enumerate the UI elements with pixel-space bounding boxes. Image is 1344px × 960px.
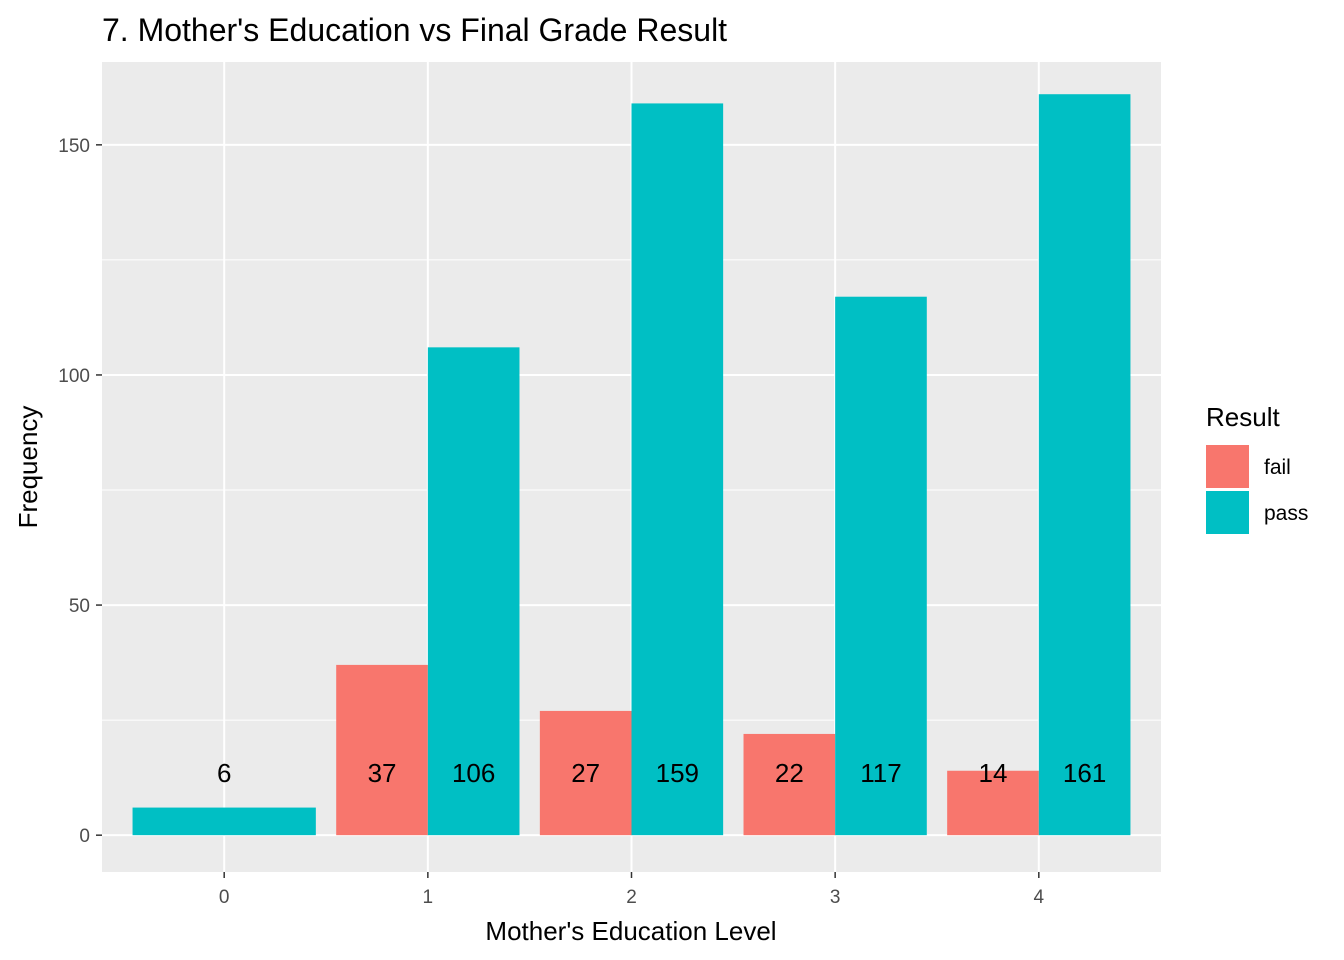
bar-label-pass-3: 117	[860, 758, 901, 788]
y-tick-label: 50	[69, 596, 90, 617]
x-tick-label: 0	[219, 887, 230, 908]
x-axis: 0 1 2 3 4	[219, 872, 1045, 908]
legend-swatch-fail	[1206, 445, 1249, 488]
legend-label-pass: pass	[1264, 502, 1308, 525]
bar-pass-2	[631, 103, 724, 836]
y-axis-title: Frequency	[13, 406, 43, 529]
bar-label-pass-0: 6	[217, 758, 231, 788]
bar-pass-3	[835, 296, 927, 836]
y-tick-label: 150	[58, 136, 90, 157]
bar-pass-1	[427, 347, 520, 836]
x-tick-label: 3	[830, 887, 841, 908]
x-tick-label: 1	[423, 887, 434, 908]
bar-label-fail-1: 37	[368, 758, 397, 788]
x-axis-title: Mother's Education Level	[485, 916, 776, 946]
y-axis: 0 50 100 150	[58, 136, 102, 847]
bar-label-pass-1: 106	[452, 758, 495, 788]
y-tick-label: 100	[58, 366, 90, 387]
legend-swatch-pass	[1206, 491, 1249, 534]
bar-label-pass-4: 161	[1063, 758, 1106, 788]
bar-labels: 6 37 106 27 159 22 117 14 161	[217, 758, 1106, 788]
bar-pass-0	[132, 807, 316, 836]
legend: Result fail pass	[1206, 402, 1308, 534]
bar-fail-2	[539, 710, 632, 836]
x-tick-label: 4	[1034, 887, 1045, 908]
legend-title: Result	[1206, 402, 1280, 432]
y-tick-label: 0	[79, 826, 90, 847]
bar-label-fail-3: 22	[775, 758, 804, 788]
chart-title: 7. Mother's Education vs Final Grade Res…	[102, 12, 727, 48]
bar-label-fail-4: 14	[979, 758, 1008, 788]
bars	[132, 94, 1131, 836]
bar-label-fail-2: 27	[571, 758, 600, 788]
bar-fail-3	[743, 733, 836, 836]
bar-fail-1	[336, 664, 428, 836]
bar-pass-4	[1038, 94, 1131, 836]
x-tick-label: 2	[626, 887, 637, 908]
bar-label-pass-2: 159	[656, 758, 699, 788]
bar-fail-4	[947, 770, 1039, 836]
legend-label-fail: fail	[1264, 456, 1291, 479]
